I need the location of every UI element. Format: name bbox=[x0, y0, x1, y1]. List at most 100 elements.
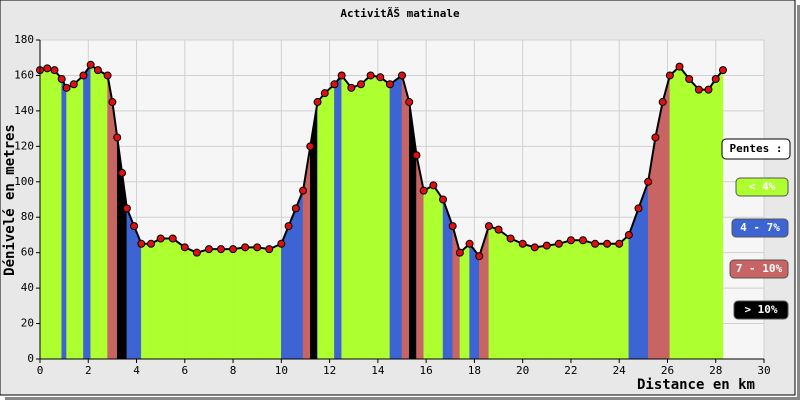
x-tick-label: 26 bbox=[661, 364, 674, 377]
point-marker bbox=[366, 71, 375, 80]
slope-segment bbox=[220, 248, 234, 360]
slope-segment bbox=[594, 243, 608, 360]
slope-segment bbox=[232, 247, 246, 360]
x-tick-label: 6 bbox=[181, 364, 188, 377]
point-marker bbox=[103, 71, 112, 80]
slope-segment bbox=[669, 66, 680, 360]
y-tick-label: 0 bbox=[27, 352, 34, 365]
point-marker bbox=[376, 73, 385, 82]
slope-segment bbox=[39, 68, 48, 360]
x-axis-label: Distance en km bbox=[637, 377, 755, 393]
slope-segment bbox=[66, 83, 75, 360]
slope-segment bbox=[423, 184, 434, 360]
point-marker bbox=[337, 71, 346, 80]
point-marker bbox=[313, 98, 322, 107]
slope-segment bbox=[662, 75, 671, 360]
point-marker bbox=[299, 186, 308, 195]
slope-segment bbox=[317, 92, 326, 360]
slope-segment bbox=[679, 65, 690, 360]
point-marker bbox=[265, 245, 274, 254]
x-tick-label: 4 bbox=[133, 364, 140, 377]
point-marker bbox=[475, 252, 484, 261]
point-marker bbox=[675, 62, 684, 71]
slope-segment bbox=[184, 246, 198, 360]
point-marker bbox=[711, 74, 720, 83]
x-tick-label: 14 bbox=[371, 364, 385, 377]
y-tick-label: 180 bbox=[14, 33, 34, 46]
x-tick-label: 18 bbox=[468, 364, 481, 377]
x-tick-label: 12 bbox=[323, 364, 336, 377]
point-marker bbox=[57, 74, 66, 83]
legend-title-box bbox=[721, 138, 791, 160]
slope-segment bbox=[160, 238, 173, 360]
point-marker bbox=[62, 83, 71, 92]
point-marker bbox=[484, 222, 493, 231]
x-tick-label: 0 bbox=[37, 364, 44, 377]
point-marker bbox=[330, 80, 339, 89]
slope-segment bbox=[606, 243, 620, 360]
legend-swatch bbox=[729, 259, 789, 279]
point-marker bbox=[685, 74, 694, 83]
slope-segment bbox=[256, 247, 270, 360]
slope-segment bbox=[73, 74, 84, 360]
point-marker bbox=[180, 243, 189, 252]
slope-segment bbox=[141, 243, 152, 360]
point-marker bbox=[542, 241, 551, 250]
point-marker bbox=[43, 64, 52, 73]
slope-segment bbox=[698, 89, 709, 360]
point-marker bbox=[554, 239, 563, 248]
slope-segment bbox=[334, 74, 342, 360]
point-marker bbox=[634, 204, 643, 213]
slope-segment bbox=[370, 75, 381, 360]
x-tick-label: 20 bbox=[516, 364, 529, 377]
x-tick-label: 16 bbox=[420, 364, 433, 377]
point-marker bbox=[530, 243, 539, 252]
point-marker bbox=[651, 133, 660, 142]
slope-segment bbox=[107, 75, 113, 360]
point-marker bbox=[284, 222, 293, 231]
y-tick-label: 120 bbox=[14, 139, 34, 152]
point-marker bbox=[147, 239, 156, 248]
point-marker bbox=[168, 234, 177, 243]
point-marker bbox=[455, 248, 464, 257]
point-marker bbox=[412, 151, 421, 160]
y-tick-label: 140 bbox=[14, 104, 34, 117]
point-marker bbox=[50, 66, 59, 75]
x-tick-label: 8 bbox=[230, 364, 237, 377]
slope-segment bbox=[380, 76, 391, 360]
slope-segment bbox=[688, 78, 700, 360]
slope-segment bbox=[534, 245, 548, 360]
point-marker bbox=[108, 98, 117, 107]
point-marker bbox=[79, 71, 88, 80]
point-marker bbox=[204, 245, 213, 254]
point-marker bbox=[591, 239, 600, 248]
point-marker bbox=[347, 83, 356, 92]
point-marker bbox=[291, 204, 300, 213]
point-marker bbox=[566, 236, 575, 245]
point-marker bbox=[122, 204, 131, 213]
slope-segment bbox=[351, 83, 362, 360]
x-tick-label: 24 bbox=[613, 364, 627, 377]
y-tick-label: 60 bbox=[21, 246, 34, 259]
slope-segment bbox=[715, 69, 724, 360]
slope-segment bbox=[90, 64, 99, 360]
point-marker bbox=[306, 142, 315, 151]
y-tick-label: 100 bbox=[14, 175, 34, 188]
slope-segment bbox=[469, 243, 480, 360]
slope-segment bbox=[288, 208, 297, 360]
slope-segment bbox=[433, 184, 444, 360]
legend-swatch bbox=[731, 218, 789, 238]
point-marker bbox=[253, 243, 262, 252]
slope-segment bbox=[46, 68, 55, 360]
point-marker bbox=[229, 245, 238, 254]
point-marker bbox=[113, 133, 122, 142]
slope-segment bbox=[459, 243, 470, 360]
point-marker bbox=[320, 89, 329, 98]
shadow bbox=[5, 397, 800, 400]
slope-segment bbox=[360, 74, 371, 360]
point-marker bbox=[118, 168, 127, 177]
legend-label: < 4% bbox=[749, 180, 776, 193]
y-tick-label: 40 bbox=[21, 281, 34, 294]
point-marker bbox=[603, 239, 612, 248]
x-tick-label: 10 bbox=[275, 364, 288, 377]
